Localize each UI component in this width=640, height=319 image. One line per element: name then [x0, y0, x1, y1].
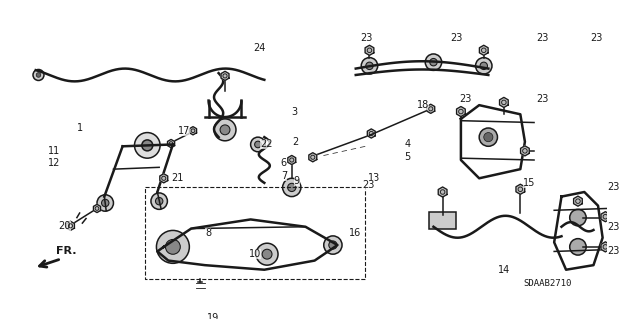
Text: 8: 8: [205, 228, 211, 238]
Text: 1: 1: [77, 123, 83, 133]
Circle shape: [366, 62, 373, 70]
Text: 19: 19: [207, 313, 219, 319]
Polygon shape: [67, 221, 74, 230]
Polygon shape: [601, 242, 610, 252]
Circle shape: [262, 249, 272, 259]
Text: 16: 16: [349, 228, 362, 238]
Text: 23: 23: [607, 182, 620, 192]
Circle shape: [476, 58, 492, 74]
Text: 15: 15: [523, 178, 536, 188]
Text: 13: 13: [367, 173, 380, 183]
Polygon shape: [479, 45, 488, 55]
Circle shape: [142, 140, 153, 151]
Circle shape: [102, 199, 109, 207]
Text: 14: 14: [497, 265, 509, 275]
Text: 6: 6: [281, 158, 287, 168]
Circle shape: [156, 197, 163, 205]
Polygon shape: [160, 174, 168, 183]
Polygon shape: [168, 139, 175, 148]
Text: 7: 7: [281, 171, 287, 181]
Circle shape: [255, 141, 261, 148]
Circle shape: [361, 58, 378, 74]
Text: 10: 10: [249, 249, 261, 259]
Text: 9: 9: [294, 176, 300, 186]
Circle shape: [283, 178, 301, 197]
Text: 4: 4: [404, 139, 410, 150]
Text: 23: 23: [536, 94, 548, 104]
Text: 23: 23: [607, 247, 620, 256]
Text: 23: 23: [450, 33, 462, 43]
Polygon shape: [427, 104, 435, 113]
Polygon shape: [367, 129, 375, 138]
Polygon shape: [456, 107, 465, 116]
Circle shape: [220, 125, 230, 135]
Circle shape: [479, 128, 497, 146]
Text: 23: 23: [536, 33, 548, 43]
Polygon shape: [516, 184, 525, 194]
Polygon shape: [221, 71, 229, 80]
Text: 23: 23: [459, 94, 472, 104]
Text: 3: 3: [292, 107, 298, 116]
Bar: [429, 212, 456, 229]
Circle shape: [166, 240, 180, 254]
Text: 23: 23: [607, 222, 620, 232]
Circle shape: [33, 70, 44, 80]
Polygon shape: [196, 316, 205, 319]
Polygon shape: [309, 153, 317, 162]
Polygon shape: [438, 187, 447, 197]
Circle shape: [570, 209, 586, 226]
Circle shape: [36, 73, 41, 77]
Text: 5: 5: [404, 152, 410, 162]
Polygon shape: [601, 212, 610, 222]
Circle shape: [134, 133, 160, 158]
Circle shape: [156, 230, 189, 263]
Text: 21: 21: [171, 173, 184, 183]
Text: SDAAB2710: SDAAB2710: [524, 279, 572, 288]
Polygon shape: [500, 97, 508, 108]
Text: 23: 23: [362, 180, 374, 190]
Polygon shape: [189, 127, 196, 135]
Circle shape: [329, 241, 337, 249]
Text: 23: 23: [360, 33, 372, 43]
Polygon shape: [288, 155, 296, 165]
Circle shape: [97, 195, 113, 211]
Polygon shape: [520, 146, 529, 156]
Polygon shape: [365, 45, 374, 55]
Text: 2: 2: [292, 137, 298, 147]
Circle shape: [287, 183, 296, 191]
Circle shape: [256, 243, 278, 265]
Polygon shape: [93, 204, 100, 212]
Circle shape: [484, 133, 493, 142]
Circle shape: [425, 54, 442, 70]
Circle shape: [251, 137, 265, 152]
Polygon shape: [573, 196, 582, 206]
Text: 11: 11: [47, 146, 60, 156]
Circle shape: [324, 236, 342, 254]
Text: 23: 23: [591, 33, 603, 43]
Circle shape: [151, 193, 168, 209]
Text: 12: 12: [47, 158, 60, 168]
Circle shape: [214, 119, 236, 141]
Text: 22: 22: [260, 139, 272, 150]
Text: 20: 20: [59, 221, 71, 231]
Text: 17: 17: [177, 126, 190, 136]
Text: 18: 18: [417, 100, 429, 110]
Text: FR.: FR.: [56, 246, 76, 256]
Circle shape: [480, 62, 488, 70]
Circle shape: [570, 239, 586, 255]
Circle shape: [430, 58, 437, 66]
Text: 24: 24: [253, 42, 266, 53]
